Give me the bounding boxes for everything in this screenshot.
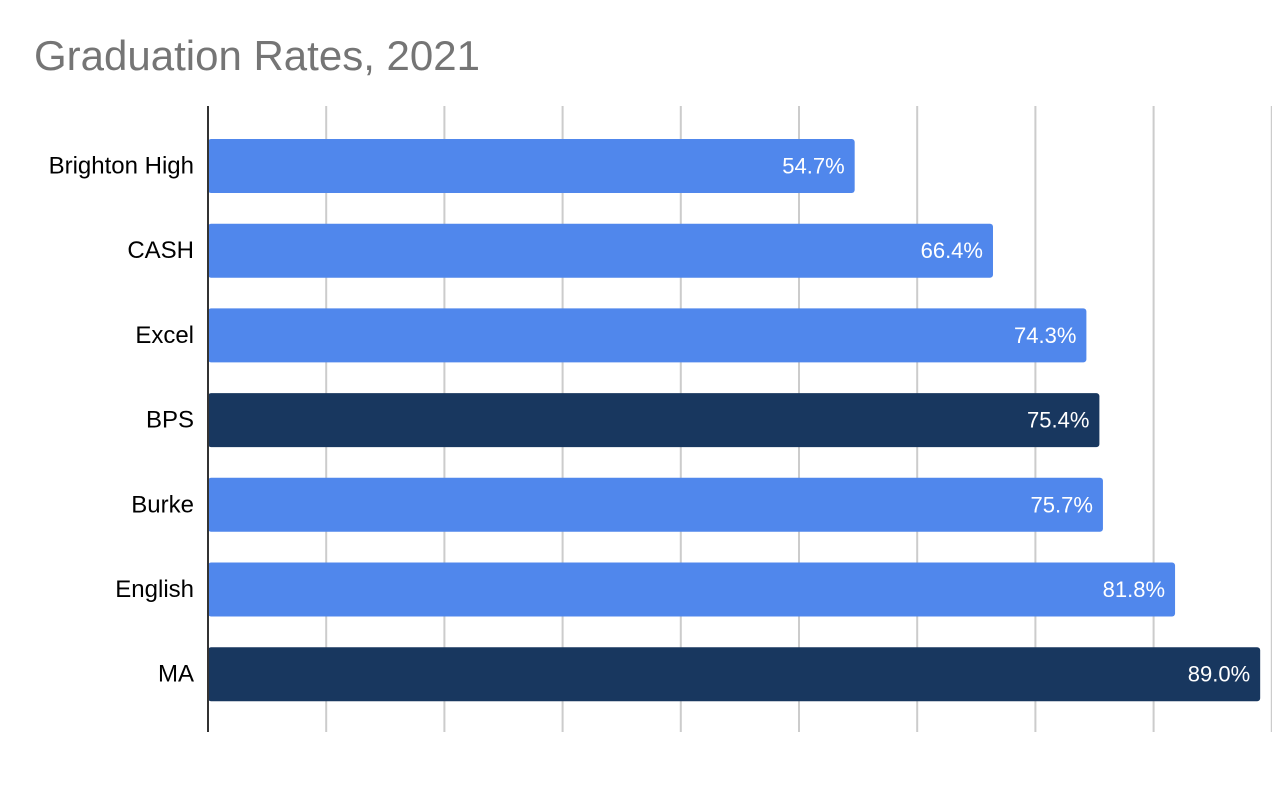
bars [208,139,1261,702]
bar-burke [208,477,1103,532]
bar-cash [208,223,993,278]
category-labels: Brighton High CASH Excel BPS Burke English MA [49,153,194,688]
value-label-excel: 74.3% [1014,323,1076,348]
value-label-ma: 89.0% [1188,662,1250,687]
value-label-english: 81.8% [1103,577,1165,602]
bar-bps [208,393,1100,448]
bar-brighton-high [208,139,855,193]
category-label-cash: CASH [127,237,194,264]
value-label-bps: 75.4% [1027,408,1089,433]
bar-english [208,562,1176,617]
value-label-burke: 75.7% [1031,492,1093,517]
category-label-brighton-high: Brighton High [49,153,194,180]
bar-excel [208,308,1087,363]
category-label-burke: Burke [131,491,194,518]
category-label-ma: MA [158,661,194,688]
chart-title: Graduation Rates, 2021 [34,32,480,79]
value-labels: 54.7% 66.4% 74.3% 75.4% 75.7% 81.8% 89.0% [782,154,1250,687]
value-label-cash: 66.4% [921,238,983,263]
category-label-bps: BPS [146,407,194,434]
value-label-brighton-high: 54.7% [782,154,844,179]
category-label-excel: Excel [135,322,194,349]
bar-ma [208,647,1261,702]
category-label-english: English [115,576,194,603]
